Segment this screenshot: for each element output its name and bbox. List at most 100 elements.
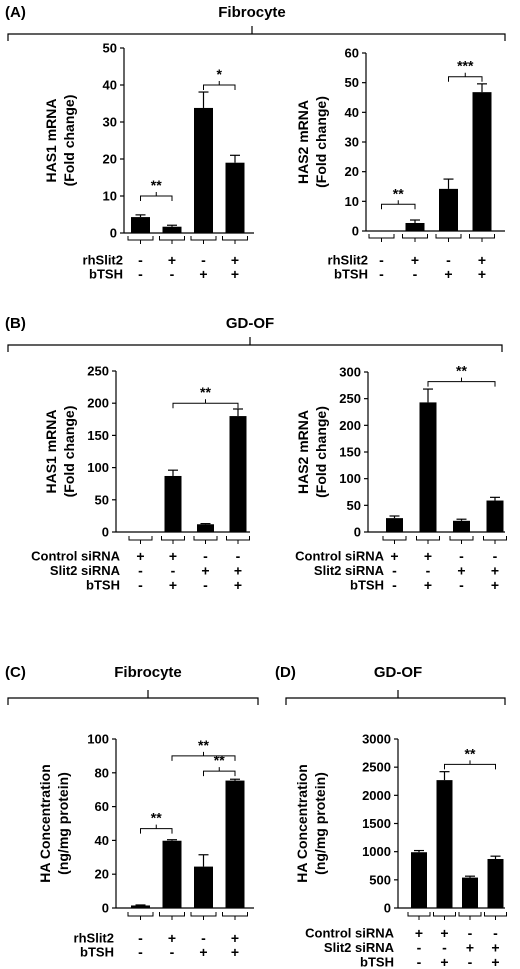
group-title-d: GD-OF [374,664,422,681]
condition-sign: - [170,266,175,282]
significance-bracket [448,72,483,82]
y-axis-label-line: (Fold change) [313,406,329,498]
condition-bracket [222,912,248,920]
condition-label: Slit2 siRNA [50,563,121,578]
y-tick-label: 100 [339,471,361,486]
significance-bracket [444,760,496,770]
panel-label-d: (D) [275,664,296,681]
condition-sign: + [478,266,486,282]
chart-c-ha: 0 20 40 60 80 100 HA Concentration (ng/mg prote… [37,732,254,960]
y-tick-label: 150 [339,445,361,460]
significance-bracket [140,824,173,834]
bar [162,840,182,908]
condition-sign: - [446,252,451,268]
y-axis-label: HA Concentration (ng/mg protein) [294,764,328,882]
condition-bracket [483,536,507,544]
condition-label: bTSH [89,267,123,282]
condition-sign: + [411,252,419,268]
condition-label: Control siRNA [31,549,120,564]
condition-sign: + [168,930,176,946]
condition-sign: - [138,252,143,268]
group-title-a: Fibrocyte [218,4,286,21]
y-tick-label: 30 [345,135,359,150]
condition-sign: - [459,577,464,593]
y-axis-label-line: HAS2 mRNA [295,410,311,494]
significance-bracket [140,192,173,201]
significance-label: *** [457,58,474,74]
group-brace-c [7,690,259,705]
y-tick-label: 2000 [362,788,391,803]
y-tick-label: 10 [345,194,359,209]
condition-sign: - [493,925,498,941]
condition-sign: - [138,266,143,282]
condition-bracket [190,236,217,244]
condition-sign: + [231,944,239,960]
condition-sign: - [138,563,143,579]
y-tick-label: 0 [354,525,361,540]
condition-bracket [435,234,462,242]
bar [162,226,182,233]
bar [453,520,470,532]
y-axis-label-line: (Fold change) [61,95,77,187]
significance-label: ** [465,745,476,761]
condition-sign: - [379,266,384,282]
chart-b-has2: 0 50 100 150 200 250 300 HAS2 mRNA (Fold change)… [295,363,507,593]
bar [462,877,478,908]
group-brace-b-line [7,337,503,352]
condition-bracket [458,912,482,920]
y-axis-label-line: (Fold change) [313,96,329,188]
significance-bracket [203,767,236,777]
condition-label: Control siRNA [295,549,384,564]
condition-bracket [449,536,474,544]
group-title-b: GD-OF [226,315,274,332]
panel-label-b: (B) [5,315,26,332]
y-axis-label-line: HA Concentration [37,764,53,882]
condition-bracket [368,234,395,242]
condition-sign: - [170,944,175,960]
bar [472,92,492,231]
significance-label: ** [200,384,211,400]
condition-label: rhSlit2 [74,931,114,946]
chart-a-has1: 0 10 20 30 40 50 HAS1 mRNA (Fold change) rhSlit2… [43,41,254,282]
condition-sign: + [231,266,239,282]
bar [386,518,403,532]
condition-sign: - [201,252,206,268]
bar [411,852,427,908]
y-tick-label: 20 [103,152,117,167]
significance-label: * [217,66,223,82]
condition-label: bTSH [86,578,120,593]
condition-label: Control siRNA [305,926,394,941]
condition-sign: + [136,548,144,564]
y-axis-label-line: HAS2 mRNA [295,100,311,184]
condition-sign: + [201,563,209,579]
condition-sign: - [201,930,206,946]
condition-sign: - [379,252,384,268]
condition-label: Slit2 siRNA [314,563,385,578]
y-tick-label: 10 [103,189,117,204]
panel-label-a: (A) [5,4,26,21]
y-tick-label: 50 [103,41,117,56]
group-brace-a-line [7,26,506,41]
condition-bracket [127,236,154,244]
condition-sign: + [231,930,239,946]
y-tick-label: 20 [95,867,109,882]
y-axis-label-line: HAS1 mRNA [43,409,59,493]
significance-label: ** [456,363,467,379]
y-tick-label: 3000 [362,732,391,747]
y-tick-label: 40 [95,833,109,848]
condition-sign: - [468,954,473,969]
panel-label-c: (C) [5,664,26,681]
condition-sign: + [440,925,448,941]
condition-bracket [193,536,218,544]
bar [225,162,245,233]
condition-sign: - [138,577,143,593]
y-tick-label: 0 [102,525,109,540]
y-tick-label: 100 [87,460,109,475]
bar [164,475,182,532]
chart-b-has1: 0 50 100 150 200 250 HAS1 mRNA (Fold change) Con… [31,364,250,593]
chart-a-has2: 0 10 20 30 40 50 60 HAS2 mRNA (Fold change) rhSli… [295,46,505,282]
y-tick-label: 1500 [362,816,391,831]
y-tick-label: 250 [339,391,361,406]
condition-sign: + [234,577,242,593]
y-tick-label: 60 [345,46,359,61]
